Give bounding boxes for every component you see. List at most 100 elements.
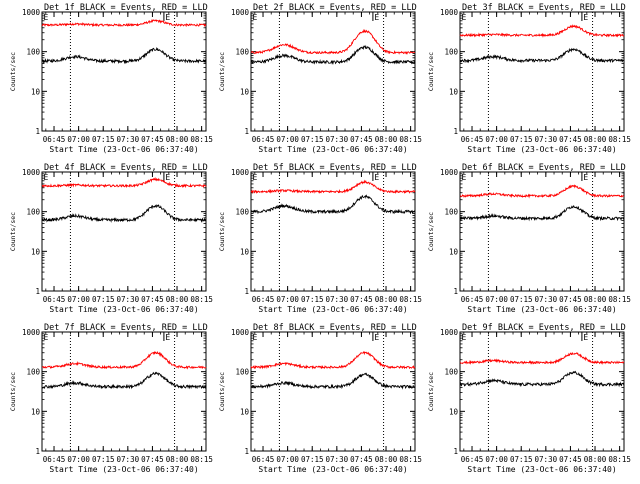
- x-tick-label: 06:45: [43, 455, 66, 464]
- x-tick-label: 06:45: [461, 295, 484, 304]
- x-tick-label: 07:30: [535, 295, 558, 304]
- y-tick-label: 100: [26, 208, 40, 217]
- x-axis-label: Start Time (23-Oct-06 06:37:40): [49, 465, 198, 474]
- series-events-line: [459, 205, 625, 222]
- x-tick-label: 07:45: [141, 135, 164, 144]
- x-tick-label: 08:00: [584, 135, 607, 144]
- event-marker-label: E: [583, 13, 588, 22]
- series-lld-line: [250, 350, 416, 370]
- x-tick-label: 07:45: [141, 295, 164, 304]
- series-lld-line: [41, 176, 207, 189]
- series-events-line: [41, 371, 207, 390]
- plot-frame: [41, 171, 207, 292]
- series-events-line: [251, 372, 416, 390]
- y-tick-label: 1: [35, 127, 40, 136]
- event-marker-label: E: [374, 333, 379, 342]
- y-tick-label: 100: [235, 48, 249, 57]
- x-tick-label: 06:45: [461, 135, 484, 144]
- panel-det-1f: Det 1f BLACK = Events, RED = LLD Counts/s…: [9, 3, 213, 154]
- event-marker-label: E: [44, 173, 49, 182]
- event-marker-label: E: [253, 173, 258, 182]
- x-tick-label: 06:45: [43, 135, 66, 144]
- x-tick-label: 07:15: [92, 455, 115, 464]
- x-axis-label: Start Time (23-Oct-06 06:37:40): [467, 305, 616, 314]
- panel-title: Det 5f BLACK = Events, RED = LLD: [253, 163, 417, 173]
- series-events-line: [459, 47, 625, 64]
- x-tick-label: 08:00: [166, 135, 189, 144]
- x-tick-label: 08:00: [375, 295, 398, 304]
- panel-title: Det 9f BLACK = Events, RED = LLD: [462, 323, 626, 333]
- y-tick-label: 1: [453, 447, 458, 456]
- x-axis-label: Start Time (23-Oct-06 06:37:40): [258, 305, 407, 314]
- series-lld-line: [459, 351, 625, 366]
- panel-title: Det 8f BLACK = Events, RED = LLD: [253, 323, 417, 333]
- x-tick-label: 06:45: [252, 135, 275, 144]
- x-tick-label: 07:00: [67, 295, 90, 304]
- x-tick-label: 07:00: [276, 295, 299, 304]
- y-tick-label: 10: [449, 247, 459, 256]
- series-events-line: [250, 44, 416, 65]
- y-tick-label: 10: [449, 87, 459, 96]
- y-tick-label: 100: [26, 48, 40, 57]
- series-lld-line: [250, 179, 416, 195]
- y-tick-label: 10: [31, 247, 41, 256]
- series-lld-line: [459, 24, 625, 38]
- x-axis-label: Start Time (23-Oct-06 06:37:40): [49, 305, 198, 314]
- y-tick-label: 100: [444, 368, 458, 377]
- event-marker-label: E: [374, 13, 379, 22]
- y-axis-label: Counts/sec: [9, 52, 17, 91]
- y-tick-label: 1: [35, 447, 40, 456]
- series-events-line: [250, 194, 416, 215]
- x-tick-label: 07:30: [535, 455, 558, 464]
- y-tick-label: 1: [35, 287, 40, 296]
- event-marker-label: E: [462, 13, 467, 22]
- x-tick-label: 08:00: [584, 295, 607, 304]
- x-tick-label: 07:00: [485, 135, 508, 144]
- y-tick-label: 1: [244, 127, 249, 136]
- x-tick-label: 07:15: [510, 455, 533, 464]
- series-lld-line: [41, 19, 207, 28]
- panel-title: Det 2f BLACK = Events, RED = LLD: [253, 3, 417, 13]
- panel-title: Det 3f BLACK = Events, RED = LLD: [462, 3, 626, 13]
- x-tick-label: 07:15: [92, 135, 115, 144]
- x-tick-label: 07:45: [559, 135, 582, 144]
- event-marker-label: E: [165, 13, 170, 22]
- x-tick-label: 07:00: [485, 455, 508, 464]
- x-tick-label: 07:30: [326, 135, 349, 144]
- x-tick-label: 07:15: [301, 455, 324, 464]
- plot-frame: [459, 11, 625, 132]
- x-tick-label: 07:00: [67, 455, 90, 464]
- plot-frame: [41, 11, 207, 132]
- panel-det-3f: Det 3f BLACK = Events, RED = LLD Counts/s…: [427, 3, 631, 154]
- series-lld-line: [250, 28, 416, 55]
- panel-det-5f: Det 5f BLACK = Events, RED = LLD Counts/s…: [218, 163, 422, 314]
- y-tick-label: 1000: [22, 168, 41, 177]
- x-tick-label: 07:45: [141, 455, 164, 464]
- x-tick-label: 07:00: [67, 135, 90, 144]
- y-tick-label: 1: [453, 127, 458, 136]
- event-marker-label: E: [583, 333, 588, 342]
- x-tick-label: 07:45: [559, 295, 582, 304]
- x-tick-label: 06:45: [252, 455, 275, 464]
- x-tick-label: 07:30: [117, 135, 140, 144]
- series-events-line: [41, 204, 207, 223]
- y-tick-label: 100: [444, 48, 458, 57]
- x-tick-label: 07:00: [276, 135, 299, 144]
- x-tick-label: 07:30: [117, 455, 140, 464]
- y-axis-label: Counts/sec: [9, 212, 17, 251]
- event-marker-label: E: [374, 173, 379, 182]
- x-tick-label: 08:00: [375, 135, 398, 144]
- x-tick-label: 08:15: [399, 455, 422, 464]
- x-tick-label: 07:30: [535, 135, 558, 144]
- panel-det-7f: Det 7f BLACK = Events, RED = LLD Counts/s…: [9, 323, 213, 474]
- event-marker-label: E: [44, 333, 49, 342]
- event-marker-label: E: [462, 173, 467, 182]
- y-tick-label: 10: [449, 407, 459, 416]
- y-tick-label: 1000: [440, 168, 459, 177]
- event-marker-label: E: [253, 333, 258, 342]
- x-tick-label: 07:45: [559, 455, 582, 464]
- y-tick-label: 100: [444, 208, 458, 217]
- y-tick-label: 1000: [22, 328, 41, 337]
- plot-frame: [250, 11, 416, 132]
